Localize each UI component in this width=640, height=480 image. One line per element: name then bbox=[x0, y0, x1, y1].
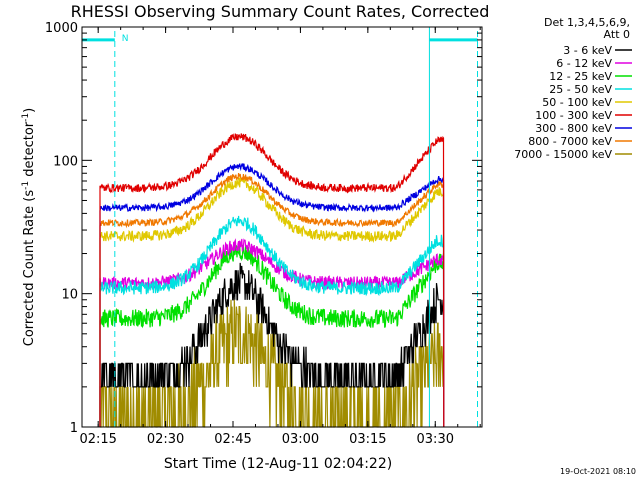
x-axis-label: Start Time (12-Aug-11 02:04:22) bbox=[164, 456, 392, 472]
attenuator-flag: N bbox=[122, 34, 129, 44]
x-tick-label: 02:30 bbox=[147, 432, 184, 447]
y-axis-label-mid: detector bbox=[22, 121, 37, 181]
legend-label-6: 300 - 800 keV bbox=[535, 122, 612, 135]
legend-label-2: 12 - 25 keV bbox=[549, 70, 612, 83]
chart-title: RHESSI Observing Summary Count Rates, Co… bbox=[71, 2, 490, 21]
y-tick-label: 100 bbox=[53, 154, 78, 169]
legend-header-line2: Att 0 bbox=[604, 28, 630, 41]
series-100-300-kev bbox=[99, 133, 445, 428]
legend-label-0: 3 - 6 keV bbox=[563, 44, 612, 57]
series-25-50-kev bbox=[99, 215, 445, 428]
y-tick-label: 1 bbox=[70, 421, 78, 436]
footer-date: 19-Oct-2021 08:10 bbox=[560, 467, 636, 476]
series-3-6-kev bbox=[99, 262, 445, 428]
y-axis-label: Corrected Count Rate (s-1 detector-1) bbox=[21, 108, 37, 346]
x-tick-label: 02:15 bbox=[79, 432, 116, 447]
legend-label-8: 7000 - 15000 keV bbox=[514, 148, 612, 161]
y-tick-label: 10 bbox=[61, 288, 78, 303]
x-tick-label: 03:15 bbox=[349, 432, 386, 447]
legend-label-1: 6 - 12 keV bbox=[556, 57, 612, 70]
y-axis-label-main: Corrected Count Rate (s bbox=[22, 190, 37, 347]
series-50-100-kev bbox=[99, 177, 445, 428]
series-7000-15000-kev bbox=[100, 299, 445, 428]
series-12-25-kev bbox=[99, 242, 445, 428]
series-800-7000-kev bbox=[99, 173, 445, 428]
series-300-800-kev bbox=[99, 162, 445, 428]
axes: 02:15 02:30 02:45 03:00 03:15 03:30 1 10 100 1000 bbox=[45, 21, 482, 447]
legend-label-7: 800 - 7000 keV bbox=[528, 135, 612, 148]
series-layer bbox=[99, 133, 445, 428]
legend-label-3: 25 - 50 keV bbox=[549, 83, 612, 96]
y-axis-label-end: ) bbox=[22, 108, 37, 113]
x-tick-label: 02:45 bbox=[214, 432, 251, 447]
legend-header: Det 1,3,4,5,6,9, Att 0 bbox=[544, 16, 630, 41]
y-axis-label-sup1: -1 bbox=[21, 181, 31, 190]
y-axis-label-sup2: -1 bbox=[21, 113, 31, 122]
legend-header-line1: Det 1,3,4,5,6,9, bbox=[544, 16, 630, 29]
x-tick-label: 03:30 bbox=[417, 432, 454, 447]
plot-frame bbox=[81, 26, 483, 428]
legend-label-4: 50 - 100 keV bbox=[542, 96, 612, 109]
legend-label-5: 100 - 300 keV bbox=[535, 109, 612, 122]
y-tick-label: 1000 bbox=[45, 21, 78, 36]
x-tick-label: 03:00 bbox=[282, 432, 319, 447]
